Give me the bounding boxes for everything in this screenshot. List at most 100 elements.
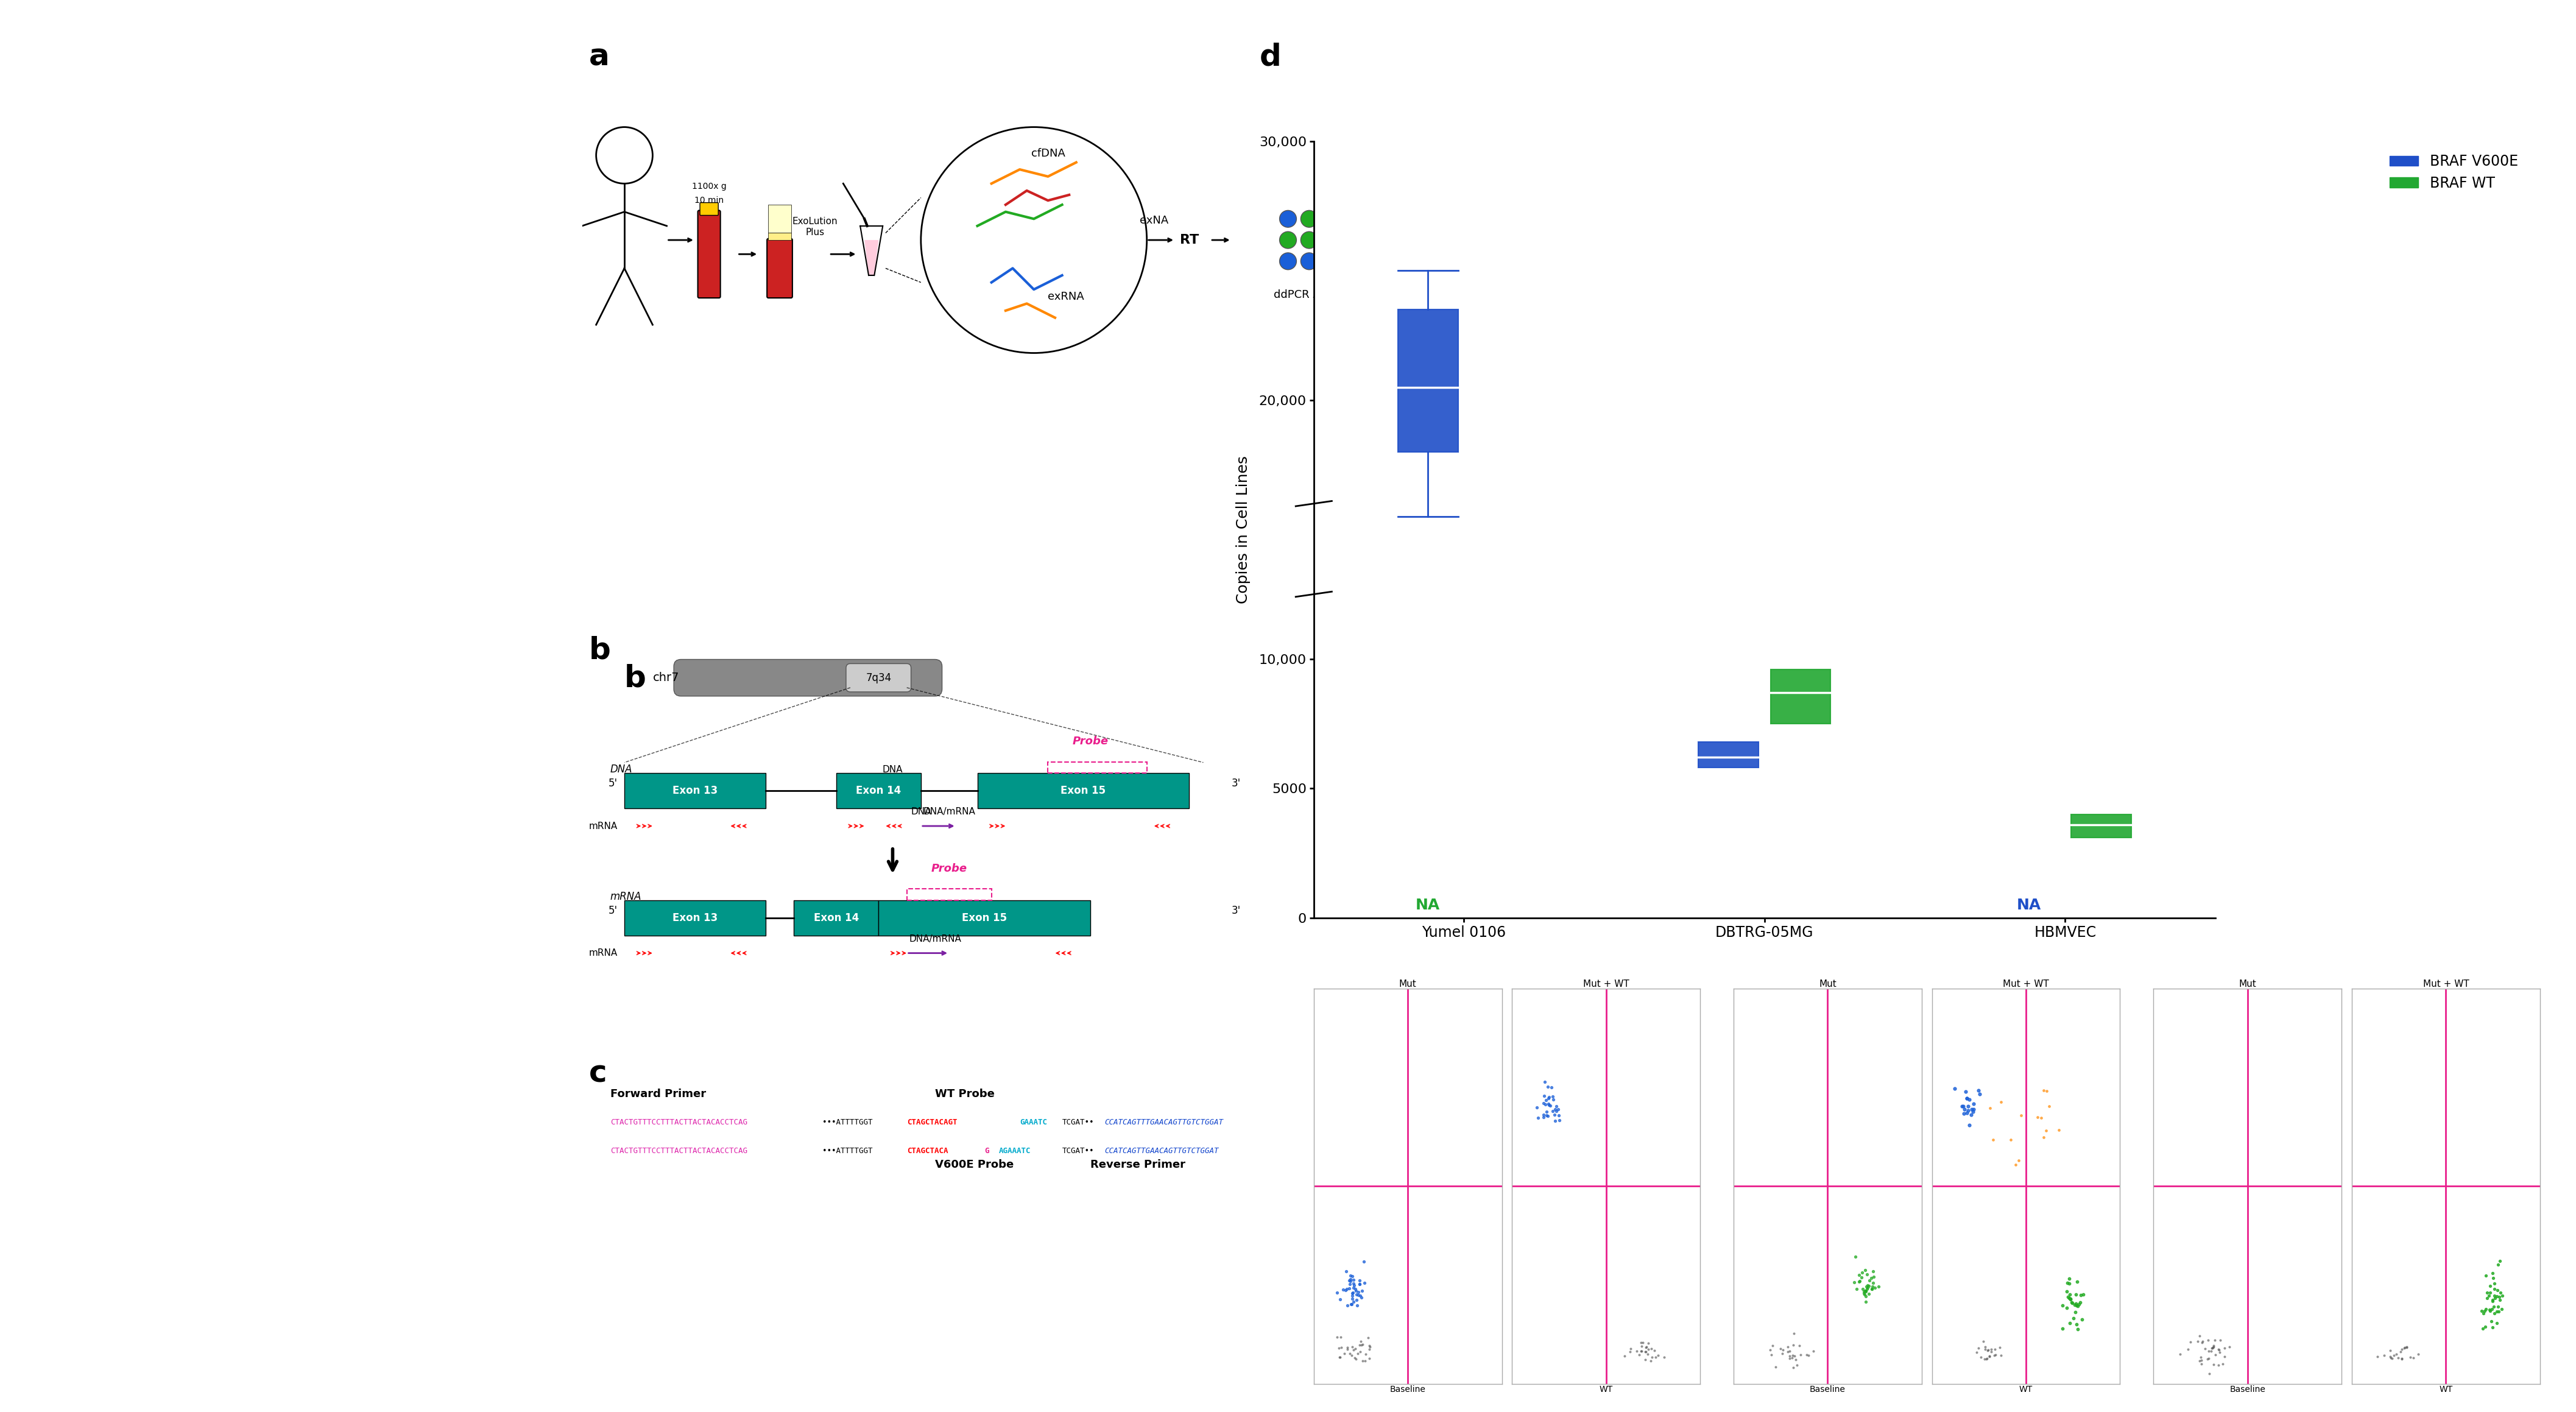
Point bbox=[2370, 1346, 2411, 1368]
Point bbox=[2197, 1354, 2239, 1377]
Point bbox=[1780, 1344, 1821, 1367]
Point bbox=[2166, 1339, 2208, 1361]
Point bbox=[2200, 1341, 2241, 1364]
Point bbox=[2476, 1300, 2517, 1323]
Point bbox=[1337, 1284, 1378, 1306]
Text: cfDNA: cfDNA bbox=[1030, 148, 1064, 160]
Text: WT Probe: WT Probe bbox=[935, 1089, 994, 1100]
Point bbox=[2048, 1286, 2089, 1309]
Point bbox=[1334, 1346, 1376, 1368]
Point bbox=[1958, 1083, 1999, 1106]
Point bbox=[1759, 1337, 1801, 1360]
Point bbox=[2473, 1261, 2514, 1284]
Point bbox=[1628, 1337, 1669, 1360]
Point bbox=[1610, 1340, 1651, 1363]
Text: exRNA: exRNA bbox=[1048, 291, 1084, 302]
Point bbox=[1628, 1343, 1669, 1365]
Point bbox=[1345, 1343, 1386, 1365]
Point bbox=[1533, 1100, 1574, 1123]
Text: CCATCAGTTGAACAGTTGTCTGGAT: CCATCAGTTGAACAGTTGTCTGGAT bbox=[1105, 1147, 1218, 1155]
X-axis label: WT: WT bbox=[2439, 1385, 2452, 1394]
Point bbox=[1968, 1340, 2009, 1363]
Text: exNA: exNA bbox=[1139, 215, 1170, 226]
Point bbox=[1332, 1272, 1373, 1295]
Point bbox=[2195, 1343, 2236, 1365]
Point bbox=[2473, 1289, 2514, 1312]
Point bbox=[1770, 1347, 1811, 1370]
Point bbox=[1334, 1337, 1376, 1360]
Point bbox=[1605, 1344, 1646, 1367]
Point bbox=[1965, 1347, 2007, 1370]
Point bbox=[1945, 1087, 1986, 1110]
Point bbox=[1839, 1264, 1880, 1286]
Point bbox=[1850, 1267, 1891, 1289]
Y-axis label: Copies in Cell Lines: Copies in Cell Lines bbox=[1236, 456, 1249, 603]
Point bbox=[2061, 1291, 2102, 1313]
Point bbox=[2195, 1329, 2236, 1351]
Point bbox=[1991, 1128, 2032, 1151]
Text: chr7: chr7 bbox=[652, 672, 680, 683]
Point bbox=[1538, 1099, 1579, 1121]
Circle shape bbox=[1301, 253, 1319, 270]
Text: DNA: DNA bbox=[912, 808, 930, 816]
Point bbox=[2179, 1324, 2221, 1347]
Point bbox=[1994, 1154, 2035, 1176]
Point bbox=[1844, 1279, 1886, 1302]
Point bbox=[2197, 1339, 2239, 1361]
Point bbox=[2476, 1285, 2517, 1308]
Point bbox=[2473, 1291, 2514, 1313]
Point bbox=[1775, 1348, 1816, 1371]
Text: NA: NA bbox=[2017, 898, 2040, 912]
Point bbox=[1950, 1103, 1991, 1125]
Point bbox=[1340, 1285, 1381, 1308]
Point bbox=[1973, 1337, 2014, 1360]
Text: 1100x g: 1100x g bbox=[693, 182, 726, 191]
Point bbox=[1528, 1104, 1569, 1127]
Point bbox=[1834, 1245, 1875, 1268]
Point bbox=[2045, 1281, 2087, 1303]
Point bbox=[2470, 1299, 2512, 1322]
Point bbox=[1525, 1070, 1566, 1093]
Point bbox=[2378, 1347, 2419, 1370]
Point bbox=[1522, 1091, 1564, 1114]
Text: ddPCR Assay: ddPCR Assay bbox=[1273, 289, 1345, 301]
Point bbox=[2470, 1310, 2512, 1333]
Point bbox=[2184, 1337, 2226, 1360]
Point bbox=[1332, 1344, 1373, 1367]
Point bbox=[2197, 1339, 2239, 1361]
Circle shape bbox=[1280, 210, 1296, 227]
Point bbox=[2383, 1337, 2424, 1360]
Point bbox=[1329, 1293, 1370, 1316]
Text: TCGAT••: TCGAT•• bbox=[1061, 1147, 1095, 1155]
Point bbox=[1847, 1282, 1888, 1305]
Title: Mut: Mut bbox=[1819, 980, 1837, 988]
FancyBboxPatch shape bbox=[623, 901, 765, 935]
Point bbox=[2481, 1298, 2522, 1320]
Point bbox=[1847, 1262, 1888, 1285]
Point bbox=[2050, 1288, 2092, 1310]
Point bbox=[2205, 1346, 2246, 1368]
Point bbox=[1615, 1340, 1656, 1363]
FancyBboxPatch shape bbox=[623, 774, 765, 808]
Point bbox=[1968, 1339, 2009, 1361]
Point bbox=[1525, 1104, 1566, 1127]
Text: 5': 5' bbox=[608, 778, 618, 789]
Point bbox=[2056, 1292, 2097, 1315]
Point bbox=[2476, 1279, 2517, 1302]
FancyBboxPatch shape bbox=[878, 901, 1090, 935]
Point bbox=[1623, 1332, 1664, 1354]
Point bbox=[1844, 1284, 1886, 1306]
FancyBboxPatch shape bbox=[1770, 669, 1832, 723]
FancyBboxPatch shape bbox=[1443, 198, 1515, 240]
Point bbox=[2473, 1296, 2514, 1319]
Polygon shape bbox=[866, 240, 878, 275]
Point bbox=[1847, 1278, 1888, 1300]
Point bbox=[2385, 1336, 2427, 1358]
Point bbox=[1852, 1275, 1893, 1298]
Circle shape bbox=[1321, 210, 1340, 227]
Point bbox=[2460, 1300, 2501, 1323]
Point bbox=[2179, 1346, 2221, 1368]
Circle shape bbox=[1321, 232, 1340, 249]
Point bbox=[1847, 1274, 1888, 1296]
Point bbox=[1847, 1276, 1888, 1299]
